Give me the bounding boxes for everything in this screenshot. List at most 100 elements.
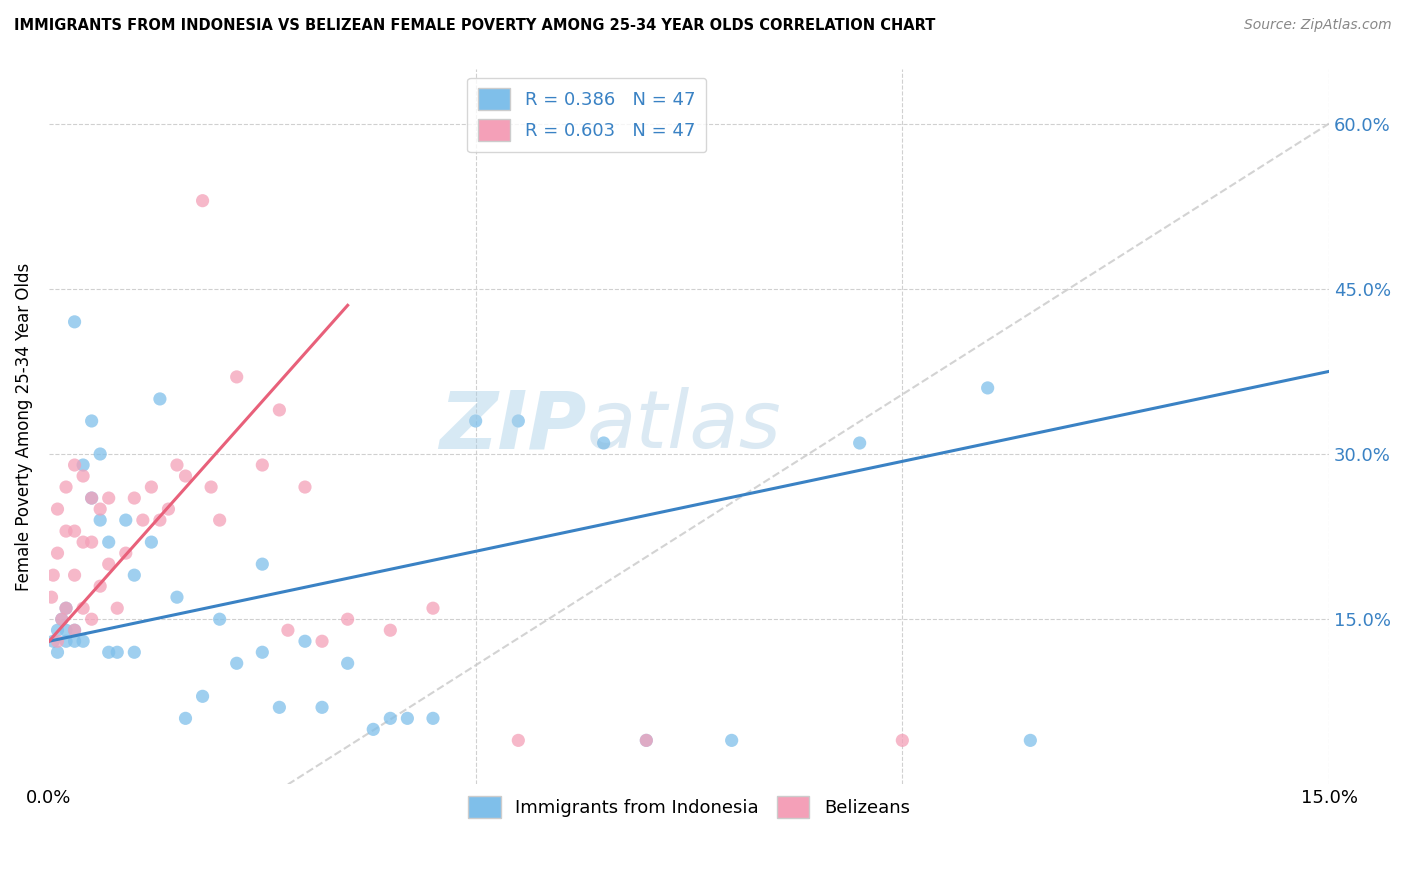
Point bbox=[225, 370, 247, 384]
Point bbox=[55, 601, 77, 615]
Point bbox=[208, 513, 231, 527]
Point bbox=[63, 634, 86, 648]
Point bbox=[63, 458, 86, 472]
Point bbox=[46, 546, 69, 560]
Point bbox=[720, 733, 742, 747]
Point bbox=[311, 700, 333, 714]
Point bbox=[89, 579, 111, 593]
Point bbox=[174, 469, 197, 483]
Point bbox=[200, 480, 222, 494]
Point bbox=[63, 568, 86, 582]
Point bbox=[508, 414, 530, 428]
Point bbox=[46, 634, 69, 648]
Point bbox=[422, 711, 444, 725]
Point bbox=[636, 733, 658, 747]
Point bbox=[124, 568, 146, 582]
Point bbox=[89, 502, 111, 516]
Point bbox=[380, 711, 402, 725]
Point bbox=[114, 546, 136, 560]
Text: ZIP: ZIP bbox=[439, 387, 586, 466]
Point bbox=[80, 491, 103, 505]
Point bbox=[380, 624, 402, 638]
Text: atlas: atlas bbox=[586, 387, 782, 466]
Point bbox=[277, 624, 299, 638]
Point bbox=[149, 513, 172, 527]
Point bbox=[252, 557, 274, 571]
Point bbox=[63, 624, 86, 638]
Point bbox=[89, 447, 111, 461]
Point bbox=[124, 645, 146, 659]
Point bbox=[396, 711, 419, 725]
Point bbox=[55, 480, 77, 494]
Point bbox=[225, 657, 247, 671]
Point bbox=[63, 524, 86, 538]
Point bbox=[891, 733, 914, 747]
Point bbox=[191, 194, 214, 208]
Point bbox=[191, 690, 214, 704]
Point bbox=[63, 315, 86, 329]
Point bbox=[80, 612, 103, 626]
Point bbox=[97, 557, 120, 571]
Point bbox=[55, 601, 77, 615]
Point bbox=[294, 634, 316, 648]
Point bbox=[72, 535, 94, 549]
Point bbox=[361, 723, 384, 737]
Point bbox=[72, 601, 94, 615]
Point bbox=[269, 700, 291, 714]
Y-axis label: Female Poverty Among 25-34 Year Olds: Female Poverty Among 25-34 Year Olds bbox=[15, 262, 32, 591]
Point bbox=[636, 733, 658, 747]
Point bbox=[208, 612, 231, 626]
Point bbox=[124, 491, 146, 505]
Point bbox=[252, 645, 274, 659]
Point bbox=[294, 480, 316, 494]
Point bbox=[80, 491, 103, 505]
Point bbox=[166, 590, 188, 604]
Point bbox=[132, 513, 155, 527]
Point bbox=[166, 458, 188, 472]
Point bbox=[97, 645, 120, 659]
Point bbox=[51, 612, 73, 626]
Point bbox=[72, 634, 94, 648]
Point bbox=[41, 590, 63, 604]
Text: Source: ZipAtlas.com: Source: ZipAtlas.com bbox=[1244, 18, 1392, 32]
Point bbox=[422, 601, 444, 615]
Point bbox=[97, 491, 120, 505]
Text: IMMIGRANTS FROM INDONESIA VS BELIZEAN FEMALE POVERTY AMONG 25-34 YEAR OLDS CORRE: IMMIGRANTS FROM INDONESIA VS BELIZEAN FE… bbox=[14, 18, 935, 33]
Point bbox=[105, 645, 128, 659]
Point bbox=[336, 612, 359, 626]
Point bbox=[848, 436, 870, 450]
Point bbox=[89, 513, 111, 527]
Point bbox=[141, 535, 163, 549]
Point bbox=[592, 436, 614, 450]
Point bbox=[55, 624, 77, 638]
Point bbox=[464, 414, 486, 428]
Point bbox=[42, 568, 65, 582]
Point bbox=[72, 458, 94, 472]
Point bbox=[157, 502, 180, 516]
Point bbox=[51, 612, 73, 626]
Point bbox=[72, 469, 94, 483]
Point bbox=[174, 711, 197, 725]
Point bbox=[336, 657, 359, 671]
Point bbox=[976, 381, 998, 395]
Point bbox=[63, 624, 86, 638]
Point bbox=[80, 535, 103, 549]
Point bbox=[149, 392, 172, 406]
Point bbox=[97, 535, 120, 549]
Point bbox=[269, 403, 291, 417]
Point bbox=[1019, 733, 1042, 747]
Point bbox=[105, 601, 128, 615]
Point bbox=[46, 624, 69, 638]
Point bbox=[508, 733, 530, 747]
Point bbox=[46, 645, 69, 659]
Legend: Immigrants from Indonesia, Belizeans: Immigrants from Indonesia, Belizeans bbox=[461, 789, 917, 825]
Point bbox=[252, 458, 274, 472]
Point bbox=[311, 634, 333, 648]
Point bbox=[55, 634, 77, 648]
Point bbox=[42, 634, 65, 648]
Point bbox=[55, 524, 77, 538]
Point bbox=[80, 414, 103, 428]
Point bbox=[46, 502, 69, 516]
Point bbox=[114, 513, 136, 527]
Point bbox=[141, 480, 163, 494]
